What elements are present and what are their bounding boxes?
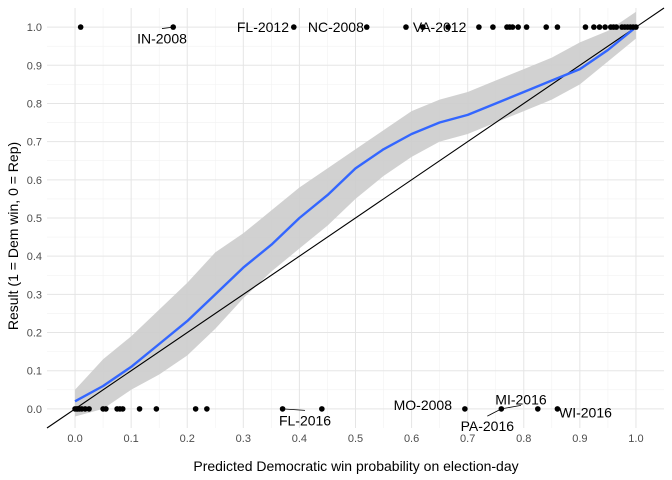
y-tick-label: 0.4 (27, 251, 42, 263)
data-point-dem-win (523, 24, 530, 30)
identity-line (46, 7, 665, 429)
annotation-label: IN-2008 (137, 31, 187, 47)
confidence-ribbon-layer (75, 11, 636, 417)
data-point-rep-win (86, 406, 92, 412)
data-point-rep-win (136, 406, 143, 412)
data-point-dem-win (77, 24, 84, 30)
y-tick-label: 1.0 (27, 22, 42, 34)
smooth-fit-line (74, 26, 637, 403)
x-axis-title: Predicted Democratic win probability on … (193, 458, 518, 474)
data-point-dem-win (613, 24, 620, 30)
data-point-rep-win (153, 406, 160, 412)
data-point-dem-win (596, 24, 603, 30)
data-point-dem-win (420, 24, 426, 30)
data-point-dem-win (509, 24, 516, 30)
y-tick-label: 0.5 (27, 213, 42, 225)
x-tick-label: 0.2 (180, 433, 195, 445)
x-tick-label: 0.5 (348, 433, 363, 445)
annotation-leader (487, 408, 502, 417)
annotation-label: MI-2016 (495, 391, 547, 407)
confidence-ribbon (75, 11, 636, 417)
data-points-layer (72, 24, 639, 412)
data-point-rep-win (119, 406, 126, 412)
data-point-rep-win (82, 406, 88, 412)
fit-lines-layer (46, 7, 665, 429)
y-tick-label: 0.3 (27, 289, 42, 301)
data-point-rep-win (554, 406, 561, 412)
x-tick-label: 0.9 (572, 433, 587, 445)
data-point-dem-win (490, 24, 496, 30)
x-tick-label: 0.1 (123, 433, 138, 445)
data-point-rep-win (103, 406, 109, 412)
data-point-dem-win (445, 24, 451, 30)
data-point-rep-win (534, 406, 541, 412)
data-point-dem-win (403, 24, 409, 30)
data-point-dem-win (554, 24, 561, 30)
annotation-leader (161, 26, 174, 29)
annotation-label: PA-2016 (461, 418, 515, 434)
x-tick-label: 0.7 (460, 433, 475, 445)
axes: 0.0 0.1 0.2 0.3 0.4 0.5 0.6 0.7 0.8 0.9 1.0 0.0 0.1 0… (27, 22, 644, 445)
y-tick-label: 0.7 (27, 137, 42, 149)
x-tick-label: 0.3 (236, 433, 251, 445)
annotation-label: MO-2008 (394, 397, 453, 413)
annotation-label: WI-2016 (559, 405, 612, 421)
annotation-label: FL-2016 (279, 412, 331, 428)
data-point-dem-win (633, 24, 639, 30)
annotation-label: VA-2012 (413, 19, 467, 35)
y-tick-label: 0.6 (27, 175, 42, 187)
x-tick-label: 0.4 (292, 433, 307, 445)
x-tick-label: 1.0 (628, 433, 643, 445)
y-tick-label: 0.8 (27, 98, 42, 110)
y-tick-label: 0.0 (27, 404, 42, 416)
y-tick-label: 0.9 (27, 60, 42, 72)
data-point-dem-win (476, 24, 482, 30)
annotation-leader (282, 408, 306, 411)
y-tick-label: 0.1 (27, 366, 42, 378)
data-point-dem-win (602, 24, 608, 30)
annotation-label: FL-2012 (237, 19, 289, 35)
annotation-leader (501, 404, 522, 410)
x-tick-label: 0.6 (404, 433, 419, 445)
point-annotations: IN-2008 FL-2012 NC-2008 VA-2012 FL-2016 MO-20… (137, 19, 612, 434)
data-point-dem-win (543, 24, 550, 30)
data-point-dem-win (591, 24, 597, 30)
data-point-dem-win (515, 24, 521, 30)
data-point-dem-win (363, 24, 370, 30)
data-point-dem-win (291, 24, 297, 30)
annotation-label: NC-2008 (308, 19, 364, 35)
data-point-rep-win (204, 406, 210, 412)
data-point-rep-win (319, 406, 325, 412)
data-point-dem-win (582, 24, 589, 30)
x-tick-label: 0.0 (67, 433, 82, 445)
x-tick-label: 0.8 (516, 433, 531, 445)
y-axis-title: Result (1 = Dem win, 0 = Rep) (5, 142, 21, 330)
data-point-rep-win (462, 406, 468, 412)
y-tick-label: 0.2 (27, 328, 42, 340)
data-point-rep-win (192, 406, 199, 412)
